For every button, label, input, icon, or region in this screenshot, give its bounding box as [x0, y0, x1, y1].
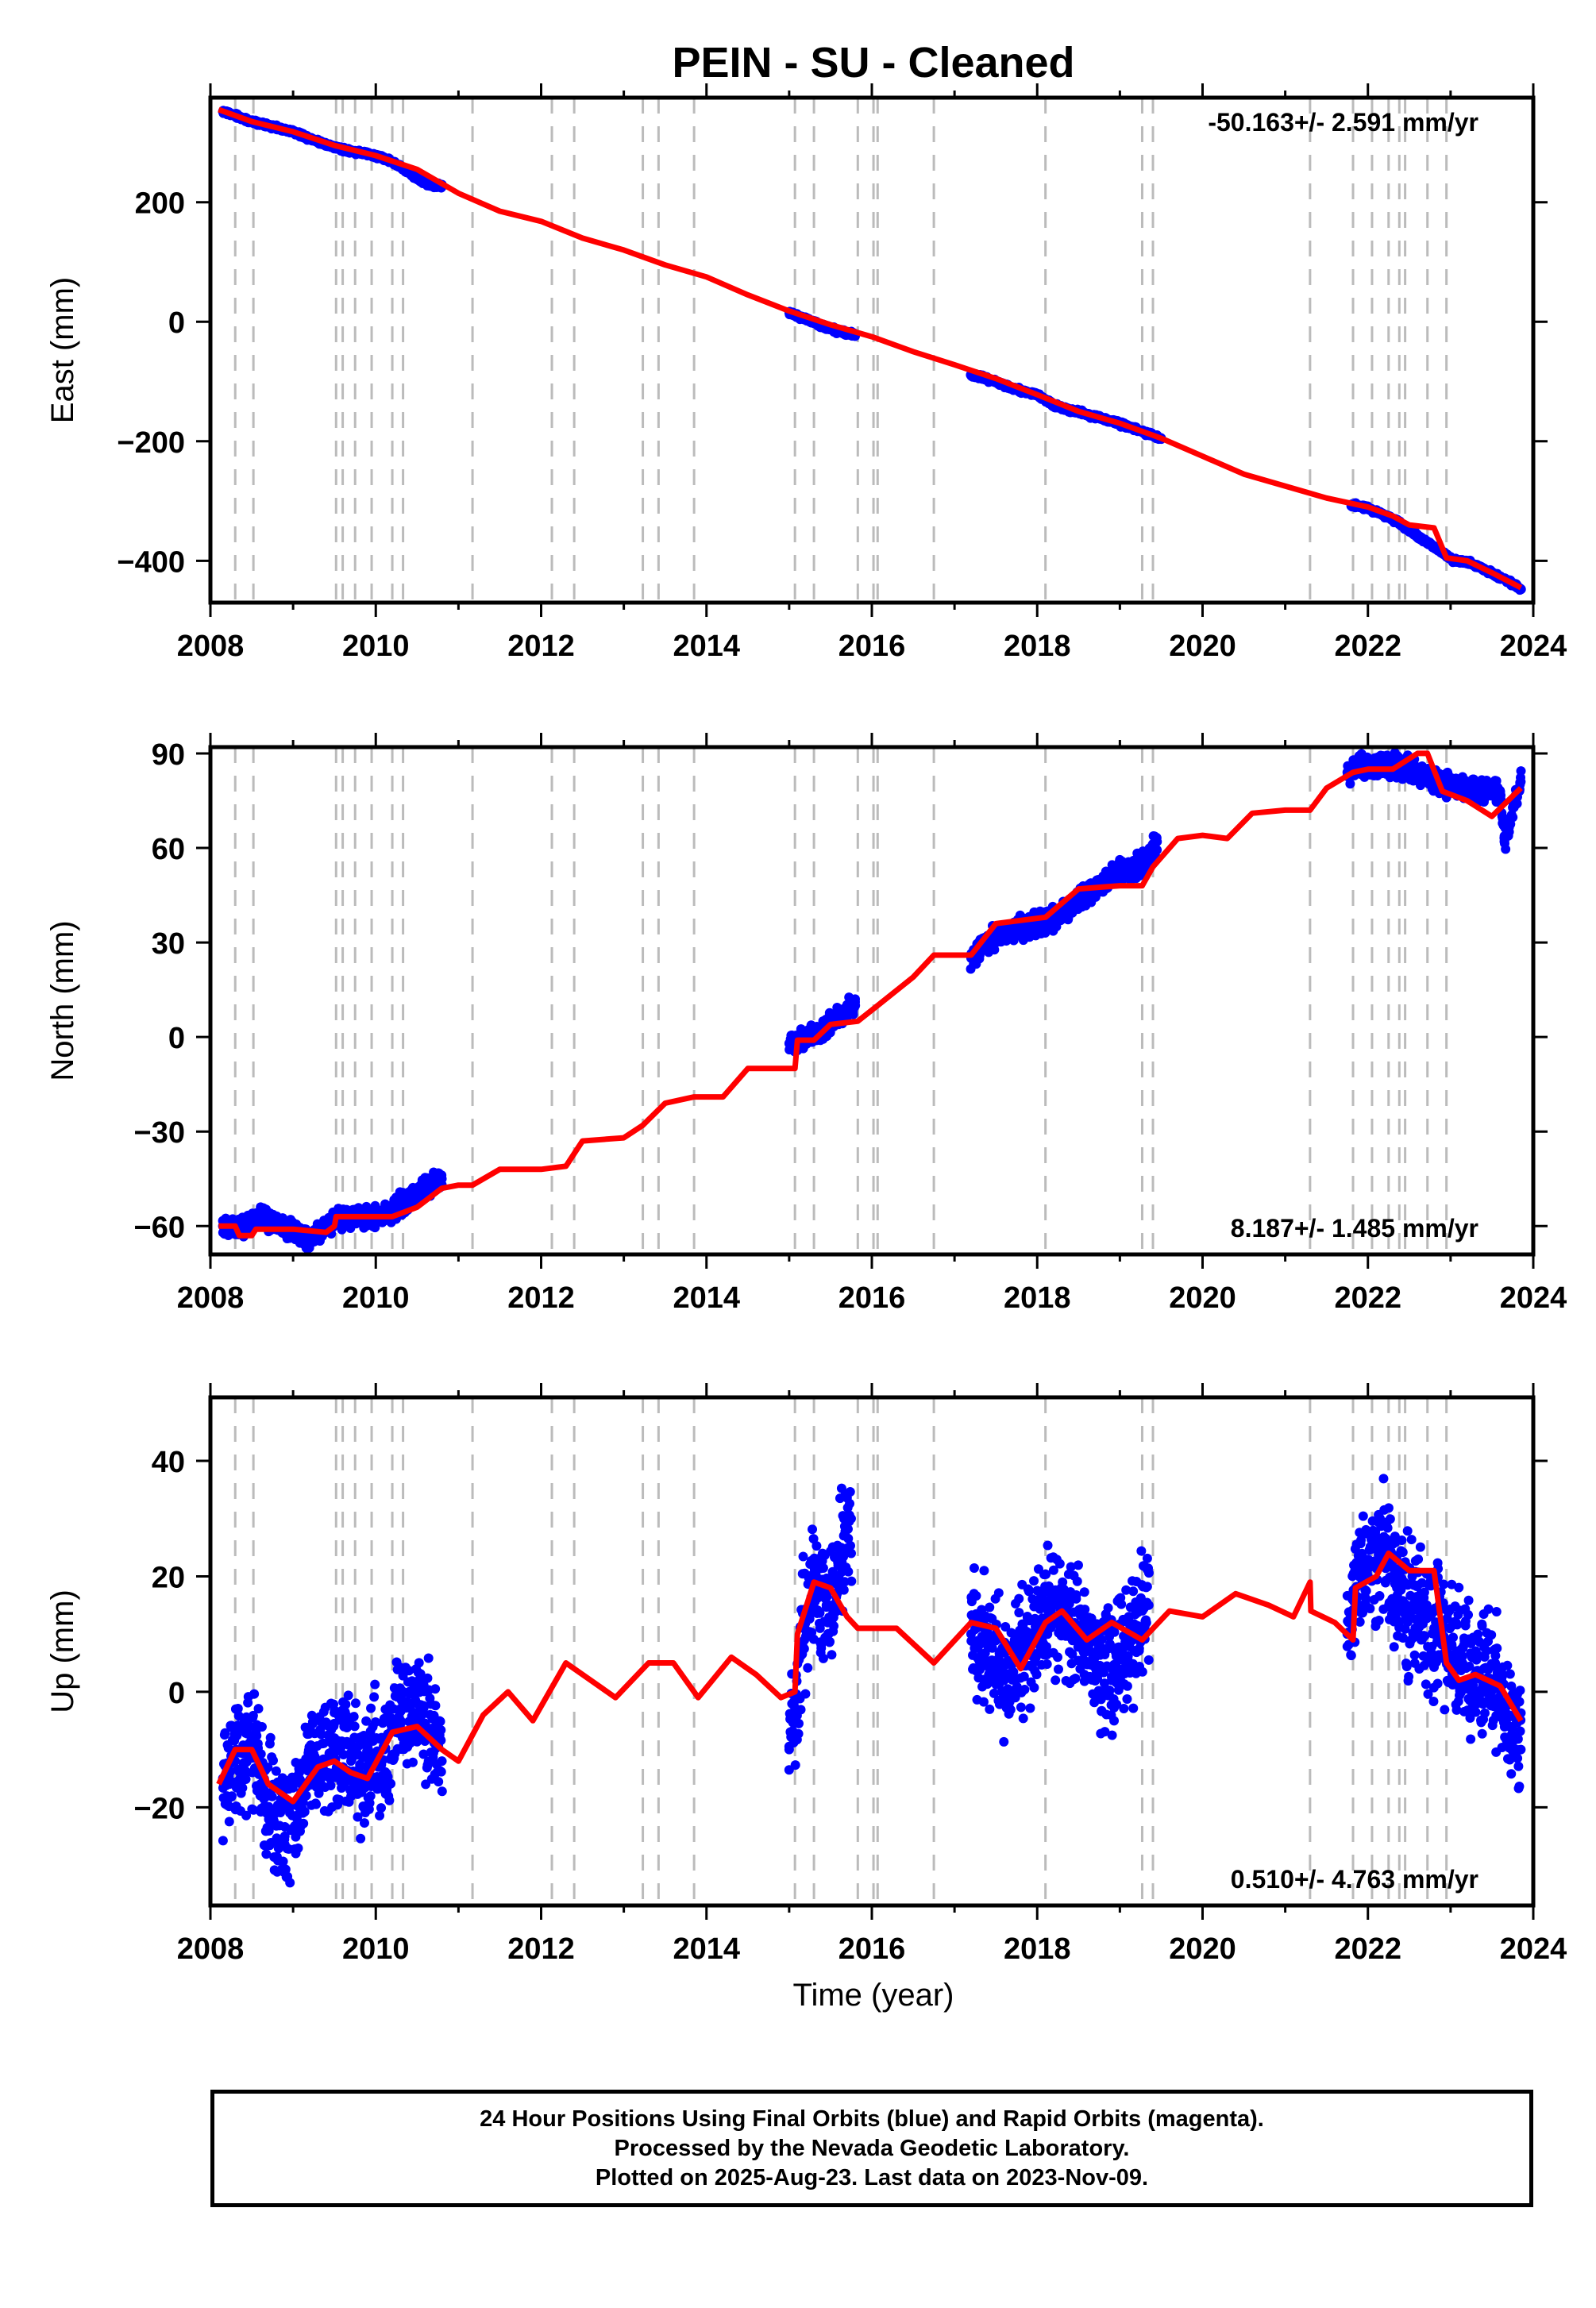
panels: 2008 2010 2012 2014 2016 2018 2020 2022 2024 200 0…: [45, 83, 1567, 1966]
observation-point: [225, 1817, 234, 1826]
observation-point: [341, 1700, 350, 1709]
observation-dots: [218, 748, 1526, 1253]
x-tick-label: 2024: [1500, 630, 1567, 663]
observation-point: [1508, 812, 1517, 822]
x-tick-label: 2012: [507, 1281, 575, 1315]
y-tick-label: −30: [134, 1116, 185, 1150]
observation-point: [1516, 777, 1525, 787]
observation-point: [422, 1674, 432, 1683]
observation-point: [227, 1791, 237, 1801]
observation-point: [237, 1783, 247, 1793]
x-tick-label: 2008: [177, 1281, 245, 1315]
observation-point: [349, 1712, 359, 1721]
observation-point: [850, 1000, 860, 1010]
x-tick-label: 2022: [1334, 1281, 1401, 1315]
observation-point: [1500, 837, 1509, 846]
observation-point: [384, 1796, 394, 1805]
y-tick-label: 0: [168, 306, 185, 340]
plot-frame: [210, 747, 1533, 1254]
model-line: [218, 753, 1521, 1235]
observation-point: [404, 1196, 414, 1206]
y-tick-label: −200: [117, 426, 185, 460]
x-tick-label: 2012: [507, 630, 575, 663]
observation-point: [268, 1755, 278, 1765]
x-tick-label: 2022: [1334, 630, 1401, 663]
y-tick-label: −400: [117, 545, 185, 579]
x-tick-label: 2018: [1004, 630, 1071, 663]
observation-point: [311, 1800, 321, 1809]
observation-point: [350, 1721, 360, 1731]
x-tick-label: 2020: [1169, 630, 1236, 663]
y-axis-label: East (mm): [45, 277, 80, 423]
observation-point: [785, 1038, 794, 1048]
observation-point: [376, 1803, 386, 1813]
observation-point: [1454, 784, 1463, 793]
observation-point: [326, 1781, 336, 1790]
observation-dots: [218, 106, 1526, 595]
observation-point: [255, 1212, 264, 1221]
observation-point: [834, 1010, 843, 1019]
observation-point: [421, 179, 430, 188]
observation-point: [249, 1690, 259, 1699]
y-tick-label: 90: [152, 738, 185, 772]
observation-point: [360, 1818, 369, 1828]
observation-point: [1517, 766, 1526, 776]
y-tick-label: 0: [168, 1022, 185, 1055]
observation-point: [1495, 787, 1505, 796]
observation-point: [438, 1174, 447, 1184]
observation-point: [351, 1698, 360, 1708]
observation-point: [299, 1819, 308, 1828]
observation-point: [408, 1758, 418, 1767]
y-tick-label: −60: [134, 1211, 185, 1244]
observation-point: [414, 1658, 424, 1667]
observation-point: [1000, 928, 1009, 938]
x-tick-label: 2018: [1004, 1281, 1071, 1315]
observation-point: [1066, 903, 1075, 912]
observation-point: [386, 1779, 395, 1789]
observation-point: [1107, 872, 1116, 881]
panel-north: 2008 2010 2012 2014 2016 2018 2020 2022 2024 90 60…: [45, 733, 1567, 1315]
x-tick-label: 2014: [673, 630, 740, 663]
observation-point: [285, 1878, 295, 1887]
observation-point: [366, 1704, 376, 1713]
observation-point: [366, 1791, 376, 1801]
observation-point: [421, 1184, 430, 1193]
x-tick-label: 2008: [177, 630, 245, 663]
x-tick-label: 2010: [342, 630, 410, 663]
x-tick-label: 2014: [673, 1281, 740, 1315]
observation-point: [218, 1836, 228, 1845]
x-axis-label: Time (year): [793, 1978, 954, 2013]
chart-title: PEIN - SU - Cleaned: [672, 39, 1074, 87]
observation-point: [1345, 779, 1355, 788]
x-tick-label: 2020: [1169, 1281, 1236, 1315]
observation-point: [1152, 837, 1162, 846]
x-tick-label: 2010: [342, 1281, 410, 1315]
observation-point: [344, 1690, 353, 1700]
x-tick-label: 2016: [838, 630, 906, 663]
y-axis-label: North (mm): [45, 920, 80, 1081]
observation-point: [254, 1704, 264, 1713]
observation-point: [266, 1733, 276, 1743]
y-tick-label: 200: [135, 187, 185, 221]
observation-point: [305, 1234, 314, 1243]
rate-label: -50.163+/- 2.591 mm/yr: [1208, 108, 1478, 137]
y-tick-label: 30: [152, 927, 185, 961]
rate-label: 8.187+/- 1.485 mm/yr: [1231, 1214, 1478, 1243]
observation-dots: [218, 1474, 1526, 1887]
observation-point: [369, 1692, 379, 1701]
observation-point: [370, 1680, 380, 1690]
panel-east: 2008 2010 2012 2014 2016 2018 2020 2022 2024 200 0…: [45, 83, 1567, 663]
observation-point: [257, 1722, 267, 1732]
observation-point: [1152, 846, 1162, 855]
observation-point: [356, 1834, 365, 1844]
observation-point: [293, 1844, 303, 1853]
observation-point: [1140, 859, 1150, 869]
x-tick-label: 2016: [838, 1281, 906, 1315]
y-tick-label: 60: [152, 833, 185, 866]
x-tick-label: 2024: [1500, 1281, 1567, 1315]
